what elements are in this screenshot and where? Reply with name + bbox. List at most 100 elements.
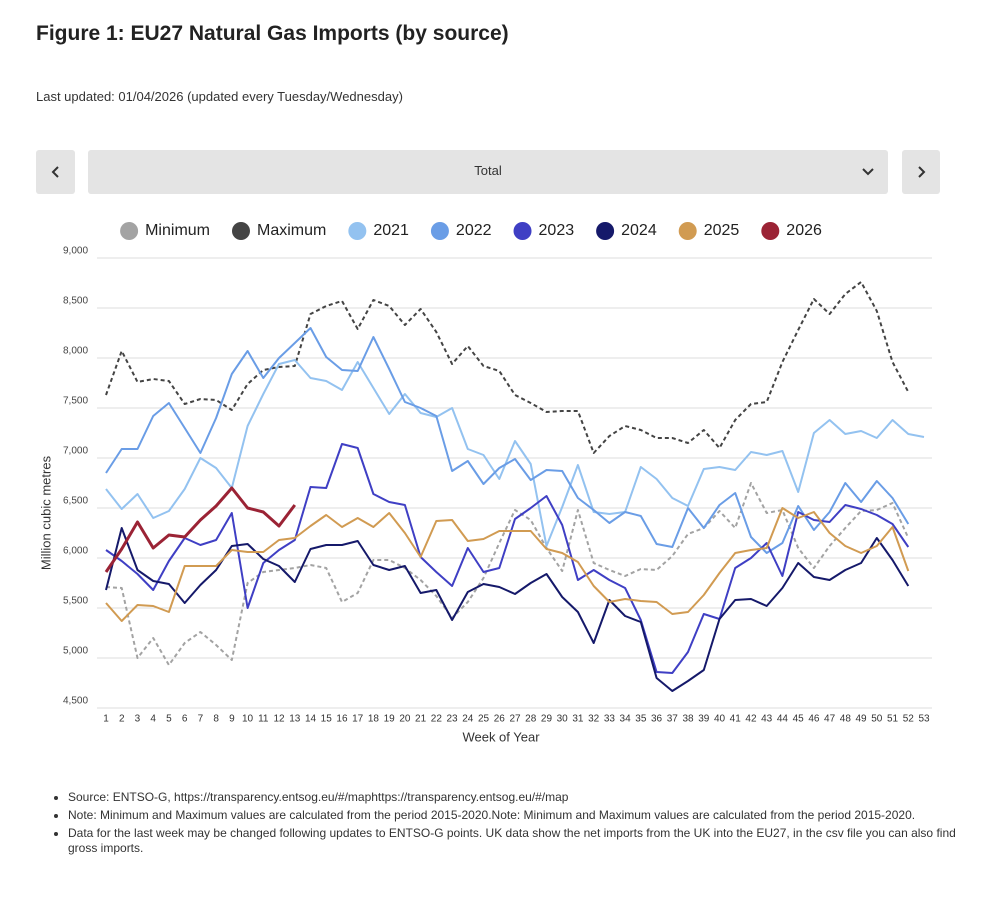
chevron-right	[918, 166, 926, 178]
x-tick-label: 39	[698, 714, 710, 725]
legend-marker	[231, 222, 250, 240]
y-tick-label: 5,500	[63, 596, 88, 607]
select-value: Total	[474, 163, 502, 178]
series-line	[105, 359, 925, 547]
x-tick-label: 2	[119, 714, 125, 725]
x-tick-label: 13	[289, 714, 301, 725]
x-tick-label: 4	[150, 714, 156, 725]
legend-label: 2022	[456, 222, 492, 239]
x-tick-label: 44	[777, 714, 789, 725]
x-tick-label: 19	[384, 714, 396, 725]
x-tick-label: 18	[368, 714, 380, 725]
x-tick-label: 15	[321, 714, 333, 725]
note: Note: Minimum and Maximum values are cal…	[68, 808, 958, 823]
y-tick-label: 6,000	[63, 546, 88, 557]
y-tick-label: 7,500	[63, 396, 88, 407]
legend-label: 2023	[539, 222, 575, 239]
series-line	[105, 507, 910, 622]
x-tick-label: 37	[667, 714, 679, 725]
x-tick-label: 14	[305, 714, 317, 725]
y-axis-label: Million cubic metres	[38, 455, 53, 570]
x-tick-label: 42	[745, 714, 757, 725]
legend-marker	[430, 222, 449, 240]
x-tick-label: 34	[620, 714, 632, 725]
source-select[interactable]: Total	[88, 150, 888, 194]
y-tick-label: 9,000	[63, 246, 88, 257]
x-tick-label: 22	[431, 714, 443, 725]
x-tick-label: 30	[557, 714, 569, 725]
y-tick-label: 5,000	[63, 646, 88, 657]
x-tick-label: 11	[258, 714, 269, 725]
notes: Source: ENTSO-G, https://transparency.en…	[52, 790, 958, 859]
x-tick-label: 31	[572, 714, 584, 725]
x-tick-label: 38	[682, 714, 694, 725]
x-tick-label: 50	[871, 714, 883, 725]
x-tick-label: 24	[462, 714, 474, 725]
series-line	[105, 482, 910, 666]
x-tick-label: 16	[336, 714, 348, 725]
note: Data for the last week may be changed fo…	[68, 826, 958, 856]
legend-marker	[348, 222, 367, 240]
series-line	[105, 527, 910, 692]
legend-marker	[596, 222, 615, 240]
x-tick-label: 20	[399, 714, 411, 725]
x-tick-label: 41	[730, 714, 742, 725]
x-tick-label: 26	[494, 714, 506, 725]
x-tick-label: 3	[135, 714, 141, 725]
x-tick-label: 48	[840, 714, 852, 725]
x-tick-label: 21	[415, 714, 427, 725]
x-tick-label: 10	[242, 714, 254, 725]
x-tick-label: 36	[651, 714, 663, 725]
x-tick-label: 1	[103, 714, 109, 725]
legend-marker	[120, 222, 139, 240]
x-tick-label: 29	[541, 714, 553, 725]
legend-label: 2024	[621, 222, 657, 239]
next-button[interactable]	[902, 150, 940, 194]
x-tick-label: 53	[918, 714, 930, 725]
x-tick-label: 43	[761, 714, 773, 725]
x-tick-label: 52	[903, 714, 915, 725]
series-line	[105, 327, 910, 554]
x-tick-label: 23	[447, 714, 459, 725]
x-tick-label: 12	[273, 714, 285, 725]
x-tick-label: 25	[478, 714, 490, 725]
x-axis-label: Week of Year	[462, 729, 540, 744]
y-tick-label: 8,000	[63, 346, 88, 357]
x-tick-label: 51	[887, 714, 899, 725]
legend-label: 2026	[786, 222, 822, 239]
x-tick-label: 8	[213, 714, 219, 725]
legend-marker	[678, 222, 697, 240]
legend: Minimum Maximum 2021 2022 2023 2024 2025 2026	[120, 222, 822, 240]
x-tick-label: 33	[604, 714, 616, 725]
legend-label: Minimum	[145, 222, 210, 239]
legend-marker	[761, 222, 780, 240]
x-tick-label: 45	[793, 714, 805, 725]
x-tick-label: 6	[182, 714, 188, 725]
x-tick-label: 40	[714, 714, 726, 725]
x-tick-label: 5	[166, 714, 172, 725]
legend-marker	[513, 222, 532, 240]
x-tick-label: 32	[588, 714, 600, 725]
legend-label: Maximum	[257, 222, 326, 239]
last-updated: Last updated: 01/04/2026 (updated every …	[36, 89, 403, 104]
y-tick-label: 7,000	[63, 446, 88, 457]
y-tick-label: 6,500	[63, 496, 88, 507]
x-tick-label: 35	[635, 714, 647, 725]
x-tick-label: 47	[824, 714, 836, 725]
y-tick-label: 4,500	[63, 696, 88, 707]
legend-label: 2025	[704, 222, 740, 239]
x-tick-label: 27	[509, 714, 521, 725]
x-tick-label: 49	[856, 714, 868, 725]
legend-label: 2021	[373, 222, 409, 239]
x-tick-label: 46	[808, 714, 820, 725]
chevron-left	[51, 166, 59, 178]
x-tick-label: 7	[198, 714, 204, 725]
note: Source: ENTSO-G, https://transparency.en…	[68, 790, 958, 805]
prev-button[interactable]	[36, 150, 75, 194]
page-title: Figure 1: EU27 Natural Gas Imports (by s…	[36, 22, 509, 45]
series-line	[104, 486, 296, 573]
x-tick-label: 9	[229, 714, 235, 725]
y-tick-label: 8,500	[63, 296, 88, 307]
chart: 4,500 5,000 5,500 6,000 6,500 7,000 7,500 8,000…	[38, 222, 932, 744]
